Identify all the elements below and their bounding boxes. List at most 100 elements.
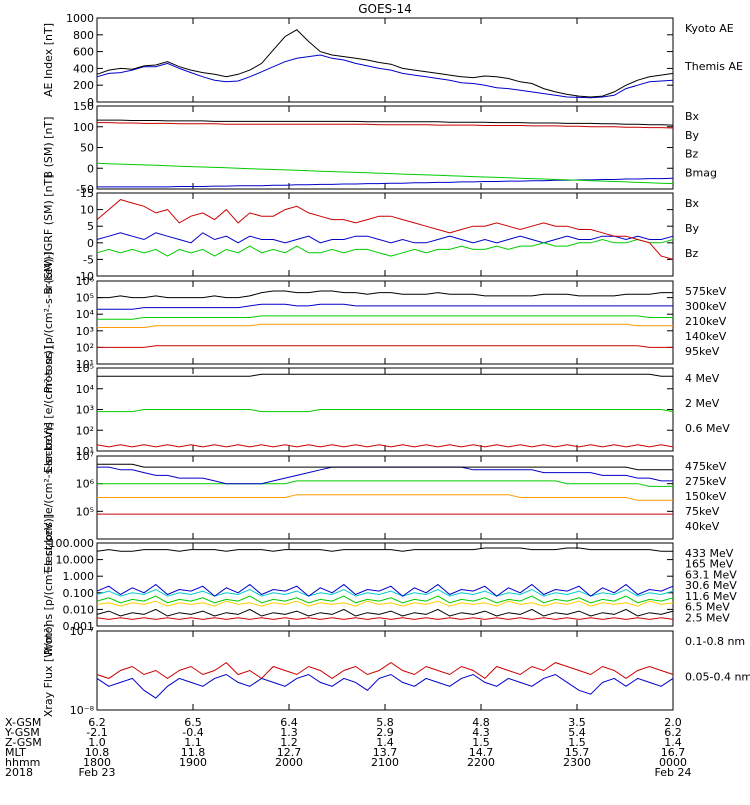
legend-entry: 300keV — [685, 300, 727, 313]
ephemeris-row-label: Z-GSM — [5, 736, 42, 749]
ephemeris-value: 12.7 — [277, 746, 302, 759]
y-tick-label: 10⁵ — [76, 505, 94, 518]
series-line-electrons_low-1 — [97, 494, 673, 501]
chart-title: GOES-14 — [358, 2, 412, 16]
series-line-protons_low-3 — [97, 303, 673, 310]
legend-entry: By — [685, 222, 700, 235]
series-line-bigrf-1 — [96, 238, 674, 257]
y-axis-label-xray: Xray Flux [W/m²] — [42, 624, 55, 717]
legend-entry: 0.6 MeV — [685, 422, 730, 435]
series-line-bigrf-0 — [96, 232, 674, 244]
y-tick-label: 10⁵ — [76, 362, 94, 375]
ephemeris-value: 2.0 — [664, 716, 682, 729]
y-tick-label: 200 — [73, 79, 94, 92]
ephemeris-value: 1.4 — [664, 736, 682, 749]
y-tick-label: 0.100 — [63, 587, 95, 600]
series-line-electrons_high-2 — [97, 373, 673, 377]
y-tick-label: 0 — [87, 237, 94, 250]
y-tick-label: 15 — [80, 187, 94, 200]
series-line-protons_high-5 — [96, 583, 674, 597]
legend-entry: 575keV — [685, 285, 727, 298]
y-tick-label: 0.001 — [63, 620, 95, 633]
ephemeris-value: 15.7 — [565, 746, 590, 759]
ephemeris-value: 6.5 — [184, 716, 202, 729]
y-tick-label: -10 — [76, 270, 94, 283]
y-tick-label: 10⁴ — [76, 308, 95, 321]
legend-entry: 6.5 MeV — [685, 601, 730, 614]
y-tick-label: 10³ — [76, 404, 94, 417]
ephemeris-value: -2.1 — [86, 726, 107, 739]
ephemeris-value: 4.3 — [472, 726, 490, 739]
legend-entry: Themis AE — [684, 60, 743, 73]
y-tick-label: 100 — [73, 121, 94, 134]
legend-entry: By — [685, 129, 700, 142]
ephemeris-value: 5.4 — [568, 726, 586, 739]
series-line-bigrf-2 — [96, 199, 674, 260]
ephemeris-value: 3.5 — [568, 716, 586, 729]
ephemeris-row-label: Y-GSM — [4, 726, 40, 739]
end-date-label: Feb 24 — [655, 766, 692, 779]
legend-entry: 63.1 MeV — [685, 568, 737, 581]
legend-entry: 275keV — [685, 475, 727, 488]
legend-entry: Bz — [685, 148, 699, 161]
legend-entry: 95keV — [685, 345, 720, 358]
series-line-protons_low-4 — [97, 345, 673, 348]
series-line-bsm-3 — [97, 119, 674, 126]
legend-entry: 40keV — [685, 520, 720, 533]
series-line-electrons_high-0 — [96, 444, 674, 448]
y-tick-label: 10¹ — [76, 358, 94, 371]
ephemeris-value: 14.7 — [469, 746, 494, 759]
y-tick-label: 10⁴ — [76, 383, 95, 396]
y-tick-label: 10⁶ — [76, 478, 95, 491]
panel-frame-ae — [96, 17, 674, 103]
y-tick-label: 800 — [73, 29, 94, 42]
legend-entry: 475keV — [685, 460, 727, 473]
y-tick-label: 10⁻⁷ — [70, 625, 94, 638]
panel-frame-bigrf — [96, 192, 674, 277]
legend-entry: 150keV — [685, 490, 727, 503]
y-axis-label-protons_low: Protons [p/(cm²-s-sr-keV)] — [42, 252, 55, 393]
legend-entry: 0.05-0.4 nm — [685, 671, 750, 684]
series-line-electrons_low-2 — [97, 480, 673, 487]
legend-entry: 433 MeV — [685, 547, 734, 560]
y-axis-label-ae: AE Index [nT] — [42, 23, 55, 97]
y-tick-label: -50 — [76, 183, 94, 196]
ephemeris-value: 13.7 — [373, 746, 398, 759]
legend-entry: Bx — [685, 197, 700, 210]
panel-frame-bsm — [96, 105, 674, 190]
year-label: 2018 — [5, 766, 33, 779]
y-tick-label: 5 — [87, 220, 94, 233]
panel-frame-xray — [96, 630, 674, 711]
ephemeris-row-label: hhmm — [5, 756, 40, 769]
legend-entry: 0.1-0.8 nm — [685, 635, 745, 648]
legend-entry: 140keV — [685, 330, 727, 343]
legend-entry: Kyoto AE — [685, 22, 734, 35]
series-line-protons_high-0 — [96, 547, 673, 552]
y-tick-label: 10⁷ — [76, 450, 94, 463]
series-line-electrons_high-1 — [97, 409, 674, 413]
y-tick-label: 10⁵ — [76, 292, 94, 305]
ephemeris-value: 0000 — [659, 756, 687, 769]
y-axis-label-bsm: B (SM) [nT] — [42, 117, 55, 179]
y-tick-label: 10³ — [76, 325, 94, 338]
y-tick-label: 10² — [76, 341, 94, 354]
ephemeris-value: 4.8 — [472, 716, 490, 729]
ephemeris-value: 1.2 — [280, 736, 298, 749]
y-tick-label: 10⁶ — [76, 275, 95, 288]
legend-entry: 4 MeV — [685, 372, 720, 385]
legend-entry: Bmag — [685, 166, 717, 179]
ephemeris-value: 1.5 — [568, 736, 586, 749]
y-tick-label: 0 — [87, 162, 94, 175]
y-axis-label-bigrf: B (SM)-IGRF (SM) [nT] — [42, 174, 55, 294]
ephemeris-value: 6.2 — [664, 726, 682, 739]
y-tick-label: 0.010 — [63, 603, 95, 616]
y-axis-label-electrons_low: Electrons [e/(cm²-s-sr-keV)] — [42, 422, 55, 573]
series-line-xray-1 — [96, 673, 674, 699]
ephemeris-value: 2300 — [563, 756, 591, 769]
legend-entry: 210keV — [685, 315, 727, 328]
y-tick-label: 600 — [73, 46, 94, 59]
y-tick-label: 10 — [80, 204, 94, 217]
series-line-protons_high-4 — [96, 588, 674, 597]
series-line-xray-0 — [96, 661, 674, 680]
